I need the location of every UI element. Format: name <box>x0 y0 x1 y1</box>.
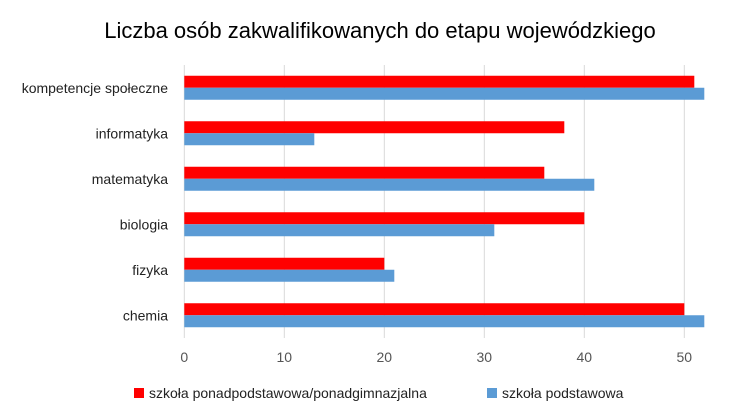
bar-ponadpodstawowa <box>184 303 685 316</box>
bar-ponadpodstawowa <box>184 257 385 270</box>
category-label: biologia <box>120 216 168 232</box>
bar-podstawowa <box>184 315 705 328</box>
legend-label: szkoła podstawowa <box>502 385 624 401</box>
bar-podstawowa <box>184 87 705 100</box>
legend-label: szkoła ponadpodstawowa/ponadgimnazjalna <box>149 385 427 401</box>
category-label: informatyka <box>96 125 169 141</box>
category-label: chemia <box>123 307 168 323</box>
x-tick-label: 0 <box>180 349 188 365</box>
x-tick-label: 40 <box>577 349 593 365</box>
bar-ponadpodstawowa <box>184 121 565 134</box>
legend-swatch <box>487 388 497 398</box>
x-tick-label: 10 <box>277 349 293 365</box>
bar-podstawowa <box>184 178 595 191</box>
category-label: matematyka <box>92 171 168 187</box>
x-tick-label: 20 <box>377 349 393 365</box>
chart-title: Liczba osób zakwalifikowanych do etapu w… <box>104 18 656 43</box>
bar-podstawowa <box>184 269 395 282</box>
legend-swatch <box>134 388 144 398</box>
x-tick-label: 50 <box>677 349 693 365</box>
bar-podstawowa <box>184 133 315 146</box>
category-label: kompetencje społeczne <box>22 80 169 96</box>
bar-ponadpodstawowa <box>184 212 585 225</box>
x-tick-label: 30 <box>477 349 493 365</box>
category-label: fizyka <box>132 262 168 278</box>
bar-ponadpodstawowa <box>184 166 545 179</box>
bar-podstawowa <box>184 224 495 237</box>
bar-ponadpodstawowa <box>184 75 695 88</box>
